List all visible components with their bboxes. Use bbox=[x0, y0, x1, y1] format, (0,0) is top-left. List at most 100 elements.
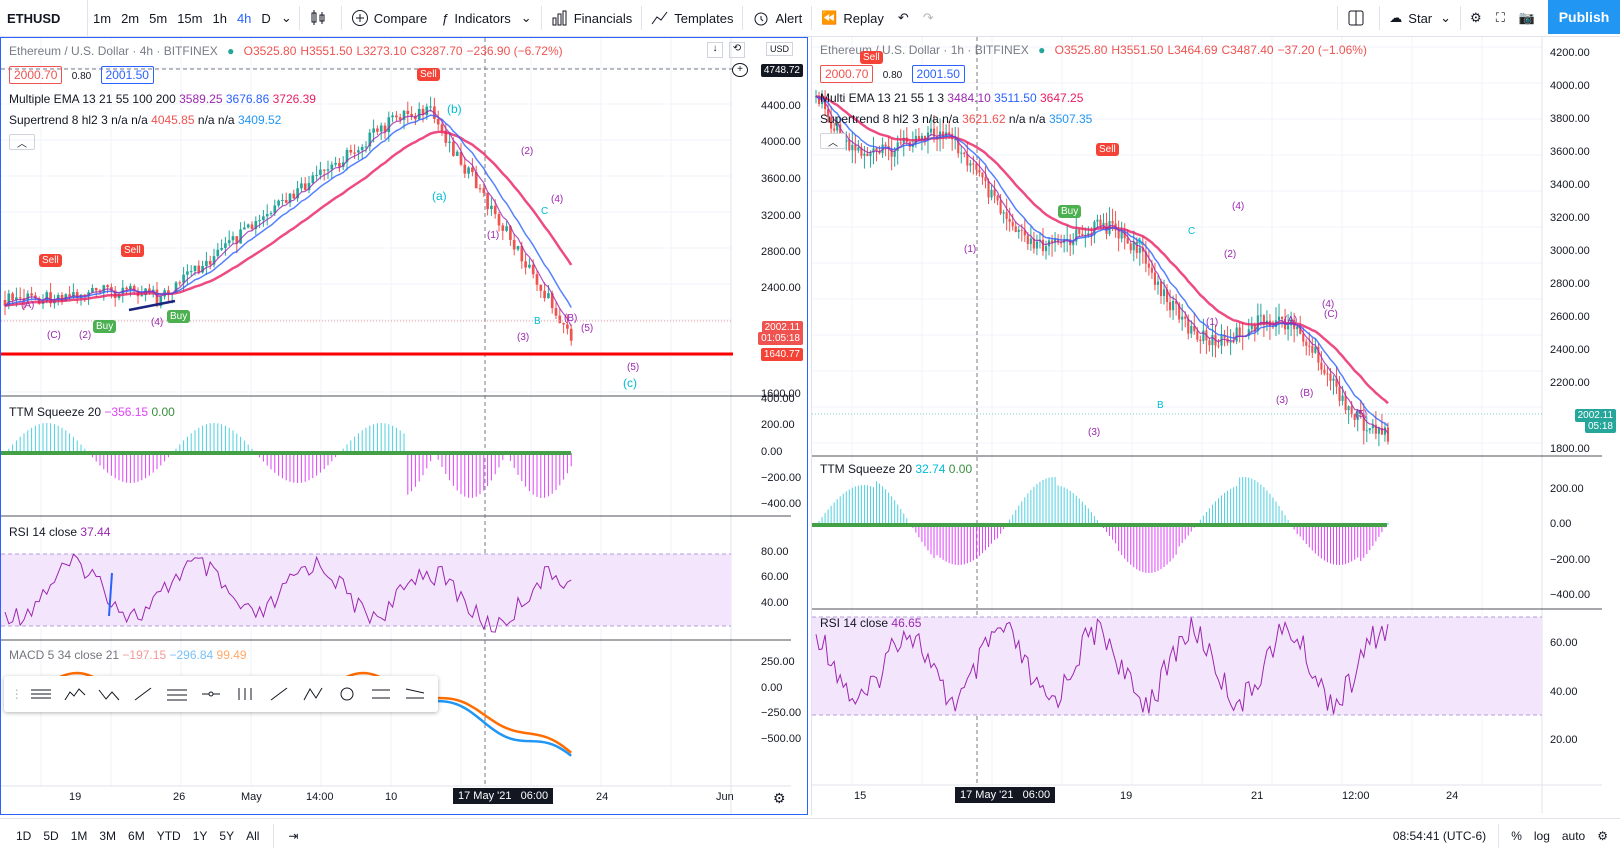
timeframe-4h[interactable]: 4h bbox=[236, 10, 252, 26]
sell-price-button[interactable]: 2000.70 bbox=[9, 66, 63, 84]
percent-toggle[interactable]: % bbox=[1511, 828, 1522, 843]
range-ytd[interactable]: YTD bbox=[156, 828, 181, 843]
regression-icon[interactable] bbox=[398, 679, 432, 709]
candle-body bbox=[1380, 427, 1383, 435]
range-3m[interactable]: 3M bbox=[99, 828, 117, 843]
financials-button[interactable]: Financials bbox=[544, 0, 640, 37]
candle-body bbox=[467, 167, 470, 174]
macd-legend[interactable]: MACD 5 34 close 21 −197.15 −296.84 99.49 bbox=[9, 648, 247, 662]
horizontal-lines-icon[interactable] bbox=[24, 679, 58, 709]
chart-type-button[interactable] bbox=[302, 0, 339, 37]
save-layout-button[interactable]: ☁ Star ⌄ bbox=[1382, 0, 1458, 37]
clock-timezone[interactable]: 08:54:41 (UTC-6) bbox=[1392, 828, 1487, 843]
range-5y[interactable]: 5Y bbox=[219, 828, 235, 843]
candle-body bbox=[1371, 424, 1374, 429]
candle-body bbox=[1181, 316, 1184, 320]
goto-date-icon[interactable]: ⇥ bbox=[288, 828, 299, 843]
brush-icon[interactable] bbox=[126, 679, 160, 709]
elliott-impulse-icon[interactable] bbox=[58, 679, 92, 709]
templates-button[interactable]: Templates bbox=[644, 0, 740, 37]
range-1y[interactable]: 1Y bbox=[192, 828, 208, 843]
candle-body bbox=[497, 214, 501, 226]
timeframe-1h[interactable]: 1h bbox=[212, 10, 227, 26]
arrow-down-icon[interactable]: ↓ bbox=[707, 42, 723, 58]
wave-label: (1) bbox=[1206, 317, 1219, 328]
ema-legend[interactable]: Multiple EMA 13 21 55 100 200 3589.25 36… bbox=[9, 92, 316, 106]
candle-body bbox=[851, 144, 854, 151]
timeframe-15m[interactable]: 15m bbox=[177, 10, 203, 26]
fullscreen-icon[interactable]: ⛶ bbox=[1495, 10, 1505, 25]
ttm-value-2: 0.00 bbox=[151, 405, 175, 419]
range-all[interactable]: All bbox=[246, 828, 260, 843]
buy-price-button[interactable]: 2001.50 bbox=[100, 66, 154, 84]
range-1d[interactable]: 1D bbox=[16, 828, 32, 843]
candle-body bbox=[512, 239, 516, 250]
layout-select-icon[interactable] bbox=[1340, 0, 1377, 37]
ray-icon[interactable] bbox=[194, 679, 228, 709]
timeframe-5m[interactable]: 5m bbox=[149, 10, 168, 26]
left-chart-panel[interactable]: Ethereum / U.S. Dollar · 4h · BITFINEX ●… bbox=[0, 37, 808, 815]
collapse-legend-chevron-up-icon[interactable]: ︿ bbox=[820, 133, 846, 149]
settings-gear-icon[interactable]: ⚙ bbox=[1470, 10, 1482, 25]
pitchfork-icon[interactable] bbox=[228, 679, 262, 709]
pattern-icon[interactable] bbox=[296, 679, 330, 709]
symbol-search-button[interactable]: ETHUSD bbox=[0, 0, 88, 37]
auto-toggle[interactable]: auto bbox=[1561, 828, 1586, 843]
undo-icon[interactable]: ↶ bbox=[897, 10, 909, 25]
right-chart-panel[interactable]: Ethereum / U.S. Dollar · 1h · BITFINEX ●… bbox=[811, 37, 1620, 815]
redo-icon[interactable]: ↷ bbox=[922, 10, 934, 25]
rsi-legend[interactable]: RSI 14 close 46.65 bbox=[820, 616, 921, 630]
candle-body bbox=[1147, 263, 1150, 268]
camera-icon[interactable]: 📷 bbox=[1518, 10, 1535, 25]
supertrend-value-2: n/a bbox=[942, 112, 959, 126]
elliott-abc-icon[interactable] bbox=[92, 679, 126, 709]
candle-body bbox=[227, 240, 231, 244]
chart-settings-gear-icon[interactable]: ⚙ bbox=[773, 790, 786, 806]
supertrend-legend[interactable]: Supertrend 8 hl2 3 n/a n/a 3621.62 n/a n… bbox=[820, 112, 1092, 126]
settings-gear-icon[interactable]: ⚙ bbox=[1597, 828, 1608, 843]
candle-body bbox=[1211, 334, 1214, 346]
countdown-tag: 05:18 bbox=[1584, 420, 1616, 433]
drag-handle-icon[interactable]: ⋮ bbox=[10, 687, 23, 701]
timeframe-1m[interactable]: 1m bbox=[93, 10, 112, 26]
candle-body bbox=[18, 297, 22, 299]
candle-body bbox=[186, 271, 189, 275]
ema-legend[interactable]: Multi EMA 13 21 55 1 3 3484.10 3511.50 3… bbox=[820, 91, 1083, 105]
candle-body bbox=[201, 265, 204, 273]
log-toggle[interactable]: log bbox=[1533, 828, 1550, 843]
currency-label[interactable]: USD bbox=[766, 42, 794, 56]
collapse-legend-chevron-up-icon[interactable]: ︿ bbox=[9, 134, 35, 150]
candle-body bbox=[824, 101, 827, 110]
candles-icon bbox=[311, 10, 325, 25]
plus-icon[interactable]: + bbox=[732, 63, 748, 77]
candle-body bbox=[547, 293, 550, 299]
supertrend-legend[interactable]: Supertrend 8 hl2 3 n/a n/a 4045.85 n/a n… bbox=[9, 113, 281, 127]
right-chart-canvas[interactable] bbox=[812, 37, 1620, 813]
candle-body bbox=[1383, 427, 1387, 435]
timeframe-2m[interactable]: 2m bbox=[121, 10, 140, 26]
wave-label: (5) bbox=[1355, 409, 1368, 420]
refresh-icon[interactable]: ⟲ bbox=[729, 42, 745, 58]
range-1m[interactable]: 1M bbox=[70, 828, 88, 843]
range-icon[interactable] bbox=[364, 679, 398, 709]
ttm-legend[interactable]: TTM Squeeze 20 32.74 0.00 bbox=[820, 462, 972, 476]
sell-price-button[interactable]: 2000.70 bbox=[820, 65, 874, 83]
ttm-legend[interactable]: TTM Squeeze 20 −356.15 0.00 bbox=[9, 405, 175, 419]
sell-signal: Sell bbox=[121, 244, 144, 257]
indicators-button[interactable]: ƒ Indicators ⌄ bbox=[434, 0, 539, 37]
publish-button[interactable]: Publish bbox=[1548, 0, 1620, 34]
replay-button[interactable]: ⏪ Replay bbox=[814, 0, 891, 37]
ttm-value-2: 0.00 bbox=[948, 462, 973, 476]
compare-button[interactable]: Compare bbox=[344, 0, 434, 37]
range-5d[interactable]: 5D bbox=[43, 828, 59, 843]
candle-body bbox=[288, 193, 292, 203]
timeframe-d[interactable]: D bbox=[261, 10, 271, 26]
trend-line-icon[interactable] bbox=[262, 679, 296, 709]
fib-icon[interactable] bbox=[160, 679, 194, 709]
range-6m[interactable]: 6M bbox=[128, 828, 145, 843]
arc-icon[interactable] bbox=[330, 679, 364, 709]
rsi-legend[interactable]: RSI 14 close 37.44 bbox=[9, 525, 110, 539]
timeframe-dropdown-chevron-icon[interactable]: ⌄ bbox=[280, 10, 292, 25]
buy-price-button[interactable]: 2001.50 bbox=[911, 65, 965, 83]
alert-button[interactable]: Alert bbox=[745, 0, 809, 37]
